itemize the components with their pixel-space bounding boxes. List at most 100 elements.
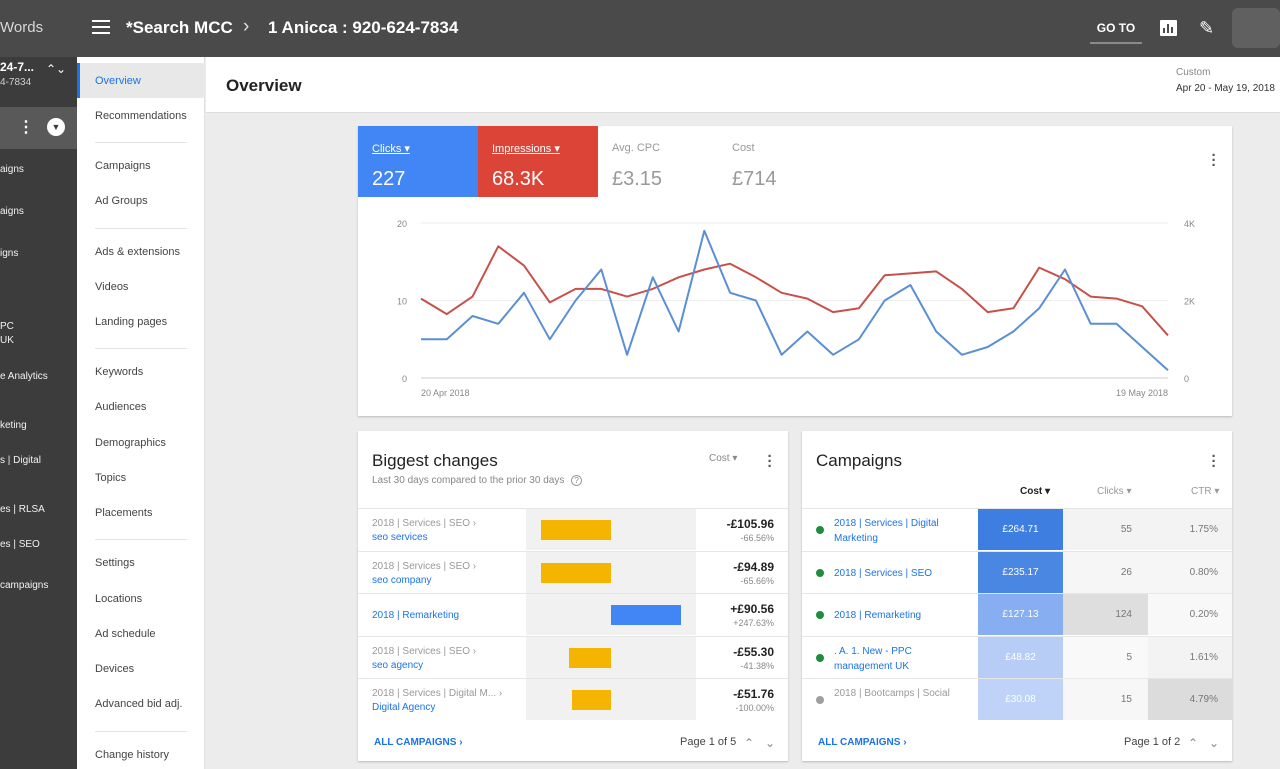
breadcrumb-account[interactable]: 1 Anicca : 920-624-7834 [268,18,459,37]
x-start-label: 20 Apr 2018 [421,388,470,398]
nav-item-topics[interactable]: Topics [95,472,127,484]
page-up-icon[interactable]: ⌃ [1188,736,1199,750]
metric-value: £714 [732,168,777,190]
nav-item-ad-groups[interactable]: Ad Groups [95,195,148,207]
nav-item-audiences[interactable]: Audiences [95,401,147,413]
chart-more-options-icon[interactable]: · · · [1211,147,1217,174]
change-amount: -£51.76 [733,687,774,701]
nav-divider [95,228,187,229]
campaign-cost-cell: £235.17 [978,551,1063,593]
rail-item[interactable]: s | Digital [0,455,41,466]
series-line-impressions [420,245,1169,337]
rail-item[interactable]: e Analytics [0,371,48,382]
metric-card-avg-cpc[interactable]: Avg. CPC £3.15 [598,126,718,197]
chevron-right-icon: › [459,737,463,748]
rail-item[interactable]: PC [0,321,14,332]
rail-item[interactable]: UK [0,335,14,346]
reports-icon[interactable] [1160,20,1177,36]
change-row: 2018 | Services | SEO › seo services -£105… [358,508,788,550]
expand-collapse-icon[interactable]: ⌃⌄ [46,62,67,76]
performance-chart-card: Clicks ▾ 227 Impressions ▾ 68.3K Avg. CP… [358,126,1232,416]
nav-item-placements[interactable]: Placements [95,507,153,519]
nav-item-campaigns[interactable]: Campaigns [95,160,151,172]
campaign-clicks-cell: 124 [1063,594,1148,635]
campaigns-card: Campaigns · · · Cost ▾ Clicks ▾ CTR ▾ 2018… [802,431,1232,761]
nav-item-landing-pages[interactable]: Landing pages [95,316,168,328]
campaign-name-link[interactable]: 2018 | Bootcamps | Social [834,688,950,699]
date-range-picker[interactable]: Apr 20 - May 19, 2018 [1176,83,1275,94]
status-enabled-icon[interactable] [816,568,824,577]
metric-value: £3.15 [612,168,663,190]
status-enabled-icon[interactable] [816,526,824,534]
column-header-clicks[interactable]: Clicks ▾ [1097,486,1132,497]
nav-item-locations[interactable]: Locations [95,593,143,605]
status-enabled-icon[interactable] [816,653,824,662]
rail-account-phone: 4-7834 [0,77,32,88]
nav-item-change-history[interactable]: Change history [95,749,169,761]
rail-dropdown-icon[interactable]: ▼ [47,118,65,136]
page-down-icon[interactable]: ⌄ [1209,736,1220,750]
change-row-name[interactable]: seo company [372,574,432,586]
rail-item[interactable]: aigns [0,164,24,175]
tools-wrench-icon[interactable]: ✎ [1199,18,1215,38]
rail-item[interactable]: campaigns [0,580,49,591]
campaign-name-link[interactable]: 2018 | Services | Digital Marketing [834,518,939,544]
metric-label: Cost [732,142,755,154]
page-title: Overview [226,76,302,95]
change-row: 2018 | Remarketing +£90.56 +247.63% [358,593,788,635]
status-paused-icon[interactable] [816,696,824,704]
change-row-name[interactable]: seo services [372,532,428,543]
increase-bar [611,605,681,625]
nav-item-demographics[interactable]: Demographics [95,437,166,449]
campaign-row: 2018 | Services | SEO £235.17 26 0.80% [802,550,1232,593]
metric-dropdown[interactable]: Cost ▾ [709,453,738,464]
nav-item-settings[interactable]: Settings [95,557,135,569]
metric-card-impressions[interactable]: Impressions ▾ 68.3K [478,126,598,197]
rail-item[interactable]: igns [0,248,19,259]
campaign-name-link[interactable]: 2018 | Remarketing [834,610,922,621]
nav-item-overview[interactable]: Overview [77,63,205,98]
campaign-name-link[interactable]: . A. 1. New - PPC management UK [834,645,912,672]
hamburger-menu-icon[interactable] [92,20,110,36]
chevron-right-icon: › [903,737,907,748]
breadcrumb-manager-account[interactable]: *Search MCC [126,18,233,37]
change-row-name[interactable]: 2018 | Remarketing [372,610,460,621]
goto-button[interactable]: GO TO [1090,14,1142,44]
rail-selected-row[interactable]: ⋮ ▼ [0,107,77,149]
nav-item-keywords[interactable]: Keywords [95,366,144,378]
status-enabled-icon[interactable] [816,611,824,619]
column-header-ctr[interactable]: CTR ▾ [1191,486,1220,497]
rail-item[interactable]: es | RLSA [0,504,45,515]
all-campaigns-link[interactable]: ALL CAMPAIGNS › [374,737,463,748]
dropdown-caret-icon: ▾ [732,453,738,464]
page-up-icon[interactable]: ⌃ [744,736,755,750]
change-bar-track [526,636,696,678]
nav-item-ads-extensions[interactable]: Ads & extensions [95,246,180,258]
campaign-row: 2018 | Remarketing £127.13 124 0.20% [802,593,1232,635]
all-campaigns-link[interactable]: ALL CAMPAIGNS › [818,737,907,748]
y-left-tick-label: 0 [402,374,407,384]
metric-label[interactable]: Impressions ▾ [492,143,560,155]
rail-item[interactable]: aigns [0,206,24,217]
metric-card-cost[interactable]: Cost £714 [718,126,838,197]
column-header-cost[interactable]: Cost ▾ [1020,486,1051,497]
card-more-options-icon[interactable]: · · · [1211,448,1217,475]
nav-item-advanced-bid-adj[interactable]: Advanced bid adj. [95,698,183,710]
change-row-name[interactable]: Digital Agency [372,702,436,713]
help-icon[interactable]: ? [571,475,583,486]
nav-item-ad-schedule[interactable]: Ad schedule [95,628,156,640]
y-left-tick-label: 10 [397,297,407,307]
campaign-name-link[interactable]: 2018 | Services | SEO [834,567,933,579]
rail-item[interactable]: es | SEO [0,539,40,550]
nav-item-recommendations[interactable]: Recommendations [95,110,187,122]
date-range-label[interactable]: Custom [1176,67,1211,78]
metric-label[interactable]: Clicks ▾ [372,143,410,155]
metric-card-clicks[interactable]: Clicks ▾ 227 [358,126,478,197]
more-options-icon[interactable]: ⋮ [18,119,34,136]
rail-item[interactable]: keting [0,420,27,431]
nav-item-videos[interactable]: Videos [95,281,129,293]
nav-item-devices[interactable]: Devices [95,663,135,675]
card-more-options-icon[interactable]: · · · [767,448,773,475]
page-down-icon[interactable]: ⌄ [765,736,776,750]
change-row-name[interactable]: seo agency [372,659,424,671]
